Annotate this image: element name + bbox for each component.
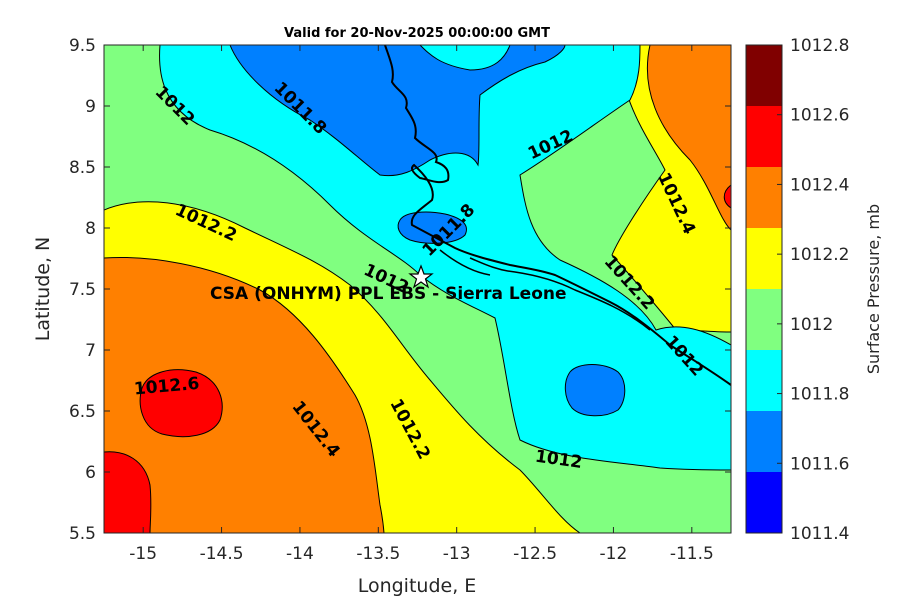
colorbar-segment [746,411,782,472]
x-tick-label: -12 [600,544,628,564]
region-1011-6-low [564,364,626,417]
colorbar-label: Surface Pressure, mb [864,204,883,374]
contour-fill-layer [104,45,731,533]
region-1011-8-channel [419,45,511,71]
colorbar-tick-label: 1012.6 [790,106,849,126]
region-1012-6-corner [104,451,152,533]
y-axis-label: Latitude, N [32,237,54,342]
coastline [384,45,731,386]
colorbar-tick-label: 1011.4 [790,524,849,544]
colorbar-segment [746,350,782,411]
x-tick-label: -13 [443,544,471,564]
region-1012-4-east [646,45,731,231]
y-tick-label: 9 [85,97,96,117]
colorbar: 1011.4 1011.6 1011.8 1012 1012.2 1012.4 1012.6… [745,36,849,544]
colorbar-segment [746,45,782,106]
colorbar-tick-label: 1011.6 [790,454,849,474]
x-axis-label: Longitude, E [358,575,477,597]
region-1011-6-north [229,45,566,177]
x-tick-label: -13.5 [356,544,400,564]
colorbar-tick-label: 1012.2 [790,245,849,265]
y-axis-ticks: 5.5 6 6.5 7 7.5 8 8.5 9 9.5 [69,36,731,544]
y-tick-label: 6.5 [69,402,96,422]
colorbar-segment [746,228,782,289]
region-1011-6-coast [397,211,467,244]
colorbar-segment [746,167,782,228]
y-tick-label: 7.5 [69,280,96,300]
colorbar-segment [746,106,782,167]
colorbar-tick-label: 1011.8 [790,385,849,405]
colorbar-tick-label: 1012 [790,315,833,335]
region-1011-8-band [159,45,731,471]
x-tick-label: -15 [129,544,157,564]
x-tick-label: -12.5 [513,544,557,564]
x-tick-label: -14 [286,544,314,564]
colorbar-frame [745,44,783,534]
colorbar-tick-label: 1012.4 [790,175,849,195]
x-axis-ticks: -15 -14.5 -14 -13.5 -13 -12.5 -12 -11.5 [129,45,714,564]
x-tick-label: -14.5 [200,544,244,564]
x-tick-label: -11.5 [670,544,714,564]
region-1012-6-high [139,369,223,438]
region-1012-4-southwest [104,257,385,533]
y-tick-label: 6 [85,463,96,483]
colorbar-segment [746,289,782,350]
chart-title: Valid for 20-Nov-2025 00:00:00 GMT [284,26,550,41]
y-tick-label: 7 [85,341,96,361]
y-tick-label: 8 [85,219,96,239]
site-label: CSA (ONHYM) PPL EBS - Sierra Leone [210,284,567,304]
site-star-icon [408,264,434,289]
y-tick-label: 8.5 [69,158,96,178]
colorbar-tick-label: 1012.8 [790,36,849,56]
y-tick-label: 9.5 [69,36,96,56]
y-tick-label: 5.5 [69,524,96,544]
colorbar-segment [746,472,782,533]
